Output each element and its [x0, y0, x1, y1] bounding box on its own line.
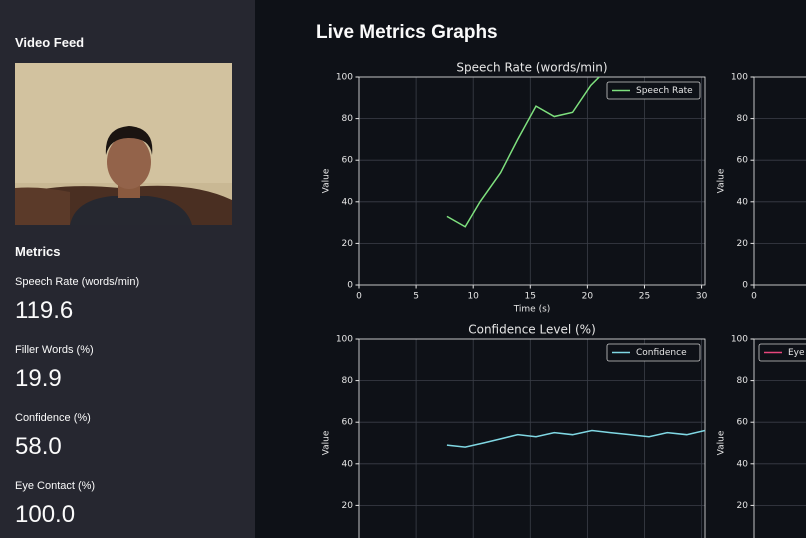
x-axis-label: Time (s): [513, 305, 551, 315]
x-tick-label: 25: [639, 292, 650, 302]
metric-label: Eye Contact (%): [15, 480, 95, 492]
plot-frame: [753, 338, 806, 538]
x-tick-label: 0: [751, 292, 757, 302]
x-tick-label: 0: [356, 292, 362, 302]
y-axis-label: Value: [717, 430, 727, 455]
y-tick-label: 100: [336, 335, 353, 345]
metrics-title: Metrics: [15, 244, 61, 259]
y-tick-label: 100: [731, 335, 748, 345]
x-tick-label: 15: [525, 292, 536, 302]
x-tick-label: 20: [582, 292, 594, 302]
y-tick-label: 80: [737, 376, 749, 386]
y-tick-label: 60: [342, 418, 354, 428]
y-tick-label: 80: [342, 114, 354, 124]
series-line: [446, 77, 601, 228]
y-tick-label: 60: [342, 156, 354, 166]
legend-label: Eye Contact: [788, 348, 806, 358]
y-tick-label: 40: [342, 197, 354, 207]
chart: 051015202530020406080100Confidence Level…: [322, 323, 706, 538]
metric-label: Filler Words (%): [15, 344, 94, 356]
metrics-list: Speech Rate (words/min) 119.6 Filler Words…: [15, 276, 139, 528]
metric-value: 100.0: [15, 501, 75, 528]
y-tick-label: 0: [742, 281, 748, 291]
x-tick-label: 10: [467, 292, 479, 302]
metric-value: 119.6: [15, 297, 73, 324]
y-tick-label: 40: [737, 459, 749, 469]
y-tick-label: 0: [347, 281, 353, 291]
video-title: Video Feed: [15, 35, 84, 50]
chart-title: Confidence Level (%): [468, 323, 596, 337]
y-tick-label: 20: [342, 239, 354, 249]
chart: 051015202530020406080100ValueEye Contact: [717, 335, 806, 538]
chart: 0 5 10 15 20 25 30 0 20 40 60 80 100 Speech Rate (wor…: [322, 61, 708, 315]
x-tick-label: 30: [696, 292, 708, 302]
y-tick-label: 60: [737, 418, 749, 428]
metric-label: Confidence (%): [15, 412, 91, 424]
video-feed: [15, 63, 232, 225]
y-tick-label: 20: [342, 501, 354, 511]
chart-title: Speech Rate (words/min): [456, 61, 607, 75]
y-tick-label: 20: [737, 239, 749, 249]
legend-box: [606, 81, 701, 100]
y-tick-label: 40: [737, 197, 749, 207]
plot-frame: [358, 338, 706, 538]
chart: 051015202530020406080100Value: [717, 73, 806, 302]
legend-box: [606, 343, 701, 362]
legend-label: Speech Rate: [636, 86, 693, 96]
x-tick-label: 5: [413, 292, 419, 302]
plot-frame: [358, 76, 706, 286]
series-line: [446, 429, 705, 448]
y-tick-label: 20: [737, 501, 749, 511]
y-tick-label: 60: [737, 156, 749, 166]
page-title: Live Metrics Graphs: [316, 22, 498, 43]
y-tick-label: 40: [342, 459, 354, 469]
y-axis-label: Value: [322, 168, 332, 193]
y-tick-label: 100: [336, 73, 353, 83]
y-axis-label: Value: [322, 430, 332, 455]
y-tick-label: 80: [737, 114, 749, 124]
legend-label: Confidence: [636, 348, 687, 358]
metric-label: Speech Rate (words/min): [15, 276, 139, 288]
metric-value: 58.0: [15, 433, 62, 460]
y-tick-label: 80: [342, 376, 354, 386]
metric-value: 19.9: [15, 365, 62, 392]
y-axis-label: Value: [717, 168, 727, 193]
plot-frame: [753, 76, 806, 286]
y-tick-label: 100: [731, 73, 748, 83]
